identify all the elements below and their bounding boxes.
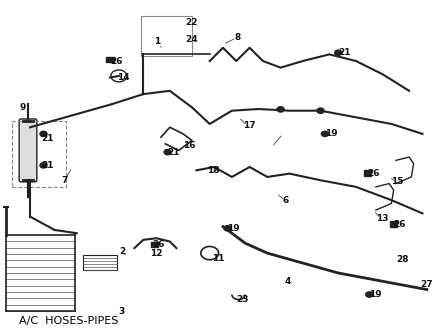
Bar <box>12 121 66 187</box>
Text: 26: 26 <box>394 220 406 229</box>
Text: 18: 18 <box>207 166 220 175</box>
Circle shape <box>317 108 324 113</box>
Text: 11: 11 <box>212 254 224 263</box>
Text: 21: 21 <box>168 148 180 157</box>
Text: 26: 26 <box>110 56 123 65</box>
Bar <box>83 255 116 270</box>
Text: 28: 28 <box>396 255 409 264</box>
Circle shape <box>277 107 284 112</box>
Text: 13: 13 <box>376 214 388 223</box>
Text: 19: 19 <box>227 224 240 233</box>
Text: 22: 22 <box>186 18 198 27</box>
Circle shape <box>40 163 47 168</box>
FancyBboxPatch shape <box>19 119 37 182</box>
Text: 9: 9 <box>19 103 25 112</box>
Text: 27: 27 <box>420 280 433 289</box>
Text: 2: 2 <box>119 247 125 256</box>
Text: 4: 4 <box>285 277 291 286</box>
Circle shape <box>366 292 373 297</box>
Text: 6: 6 <box>283 196 289 205</box>
Text: 17: 17 <box>243 121 256 130</box>
Circle shape <box>322 131 329 137</box>
Text: 24: 24 <box>186 35 198 44</box>
Text: 14: 14 <box>116 73 129 82</box>
Text: 21: 21 <box>41 134 54 143</box>
Text: 1: 1 <box>154 37 161 46</box>
Text: 21: 21 <box>338 48 351 57</box>
Text: 7: 7 <box>61 176 68 185</box>
Circle shape <box>164 149 171 155</box>
Bar <box>107 57 114 62</box>
Text: 16: 16 <box>183 141 196 150</box>
Text: 15: 15 <box>391 177 403 186</box>
Text: 26: 26 <box>367 169 380 178</box>
Text: 23: 23 <box>236 295 249 304</box>
Text: 21: 21 <box>41 161 54 170</box>
Circle shape <box>40 131 47 137</box>
Text: A/C  HOSES-PIPES: A/C HOSES-PIPES <box>19 316 119 326</box>
Circle shape <box>334 50 342 55</box>
Bar <box>390 221 397 227</box>
Text: 26: 26 <box>152 240 165 249</box>
Circle shape <box>224 226 231 231</box>
Text: 8: 8 <box>234 33 240 42</box>
Bar <box>363 170 371 176</box>
Text: 19: 19 <box>369 290 382 299</box>
Text: 19: 19 <box>325 129 338 138</box>
Text: 3: 3 <box>119 307 125 316</box>
Bar <box>141 16 192 56</box>
Bar <box>151 241 158 247</box>
Text: 12: 12 <box>150 248 162 258</box>
